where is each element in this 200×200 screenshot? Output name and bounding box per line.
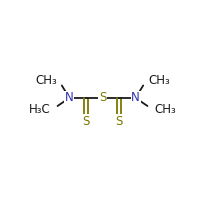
Text: CH₃: CH₃ [35, 74, 57, 87]
Text: CH₃: CH₃ [154, 103, 176, 116]
Text: S: S [115, 115, 122, 128]
Text: S: S [83, 115, 90, 128]
Text: H₃C: H₃C [29, 103, 51, 116]
Text: N: N [131, 91, 140, 104]
Text: N: N [65, 91, 74, 104]
Text: S: S [99, 91, 106, 104]
Text: CH₃: CH₃ [148, 74, 170, 87]
